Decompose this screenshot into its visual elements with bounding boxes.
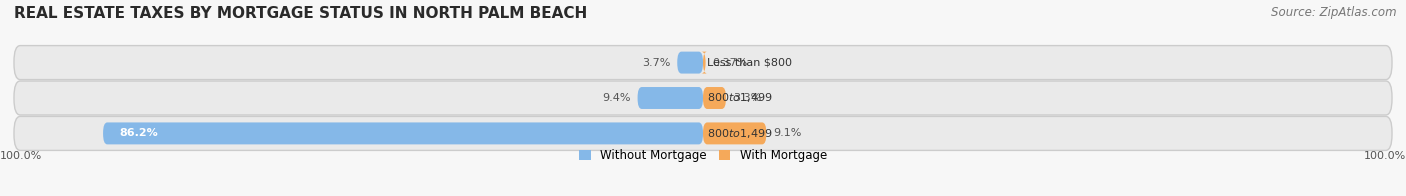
Text: Less than $800: Less than $800 bbox=[707, 58, 792, 68]
FancyBboxPatch shape bbox=[14, 46, 1392, 80]
Legend: Without Mortgage, With Mortgage: Without Mortgage, With Mortgage bbox=[574, 144, 832, 167]
FancyBboxPatch shape bbox=[703, 122, 766, 144]
Text: 9.1%: 9.1% bbox=[773, 128, 801, 138]
Text: $800 to $1,499: $800 to $1,499 bbox=[707, 127, 773, 140]
Text: 100.0%: 100.0% bbox=[1364, 151, 1406, 161]
Text: REAL ESTATE TAXES BY MORTGAGE STATUS IN NORTH PALM BEACH: REAL ESTATE TAXES BY MORTGAGE STATUS IN … bbox=[14, 6, 588, 21]
Text: 100.0%: 100.0% bbox=[0, 151, 42, 161]
Text: 86.2%: 86.2% bbox=[120, 128, 159, 138]
FancyBboxPatch shape bbox=[702, 52, 707, 74]
Text: 3.7%: 3.7% bbox=[643, 58, 671, 68]
Text: Source: ZipAtlas.com: Source: ZipAtlas.com bbox=[1271, 6, 1396, 19]
FancyBboxPatch shape bbox=[14, 81, 1392, 115]
FancyBboxPatch shape bbox=[103, 122, 703, 144]
Text: 9.4%: 9.4% bbox=[602, 93, 631, 103]
FancyBboxPatch shape bbox=[14, 116, 1392, 150]
Text: 0.37%: 0.37% bbox=[713, 58, 748, 68]
FancyBboxPatch shape bbox=[678, 52, 703, 74]
Text: $800 to $1,499: $800 to $1,499 bbox=[707, 92, 773, 104]
FancyBboxPatch shape bbox=[703, 87, 725, 109]
Text: 3.3%: 3.3% bbox=[733, 93, 761, 103]
FancyBboxPatch shape bbox=[637, 87, 703, 109]
